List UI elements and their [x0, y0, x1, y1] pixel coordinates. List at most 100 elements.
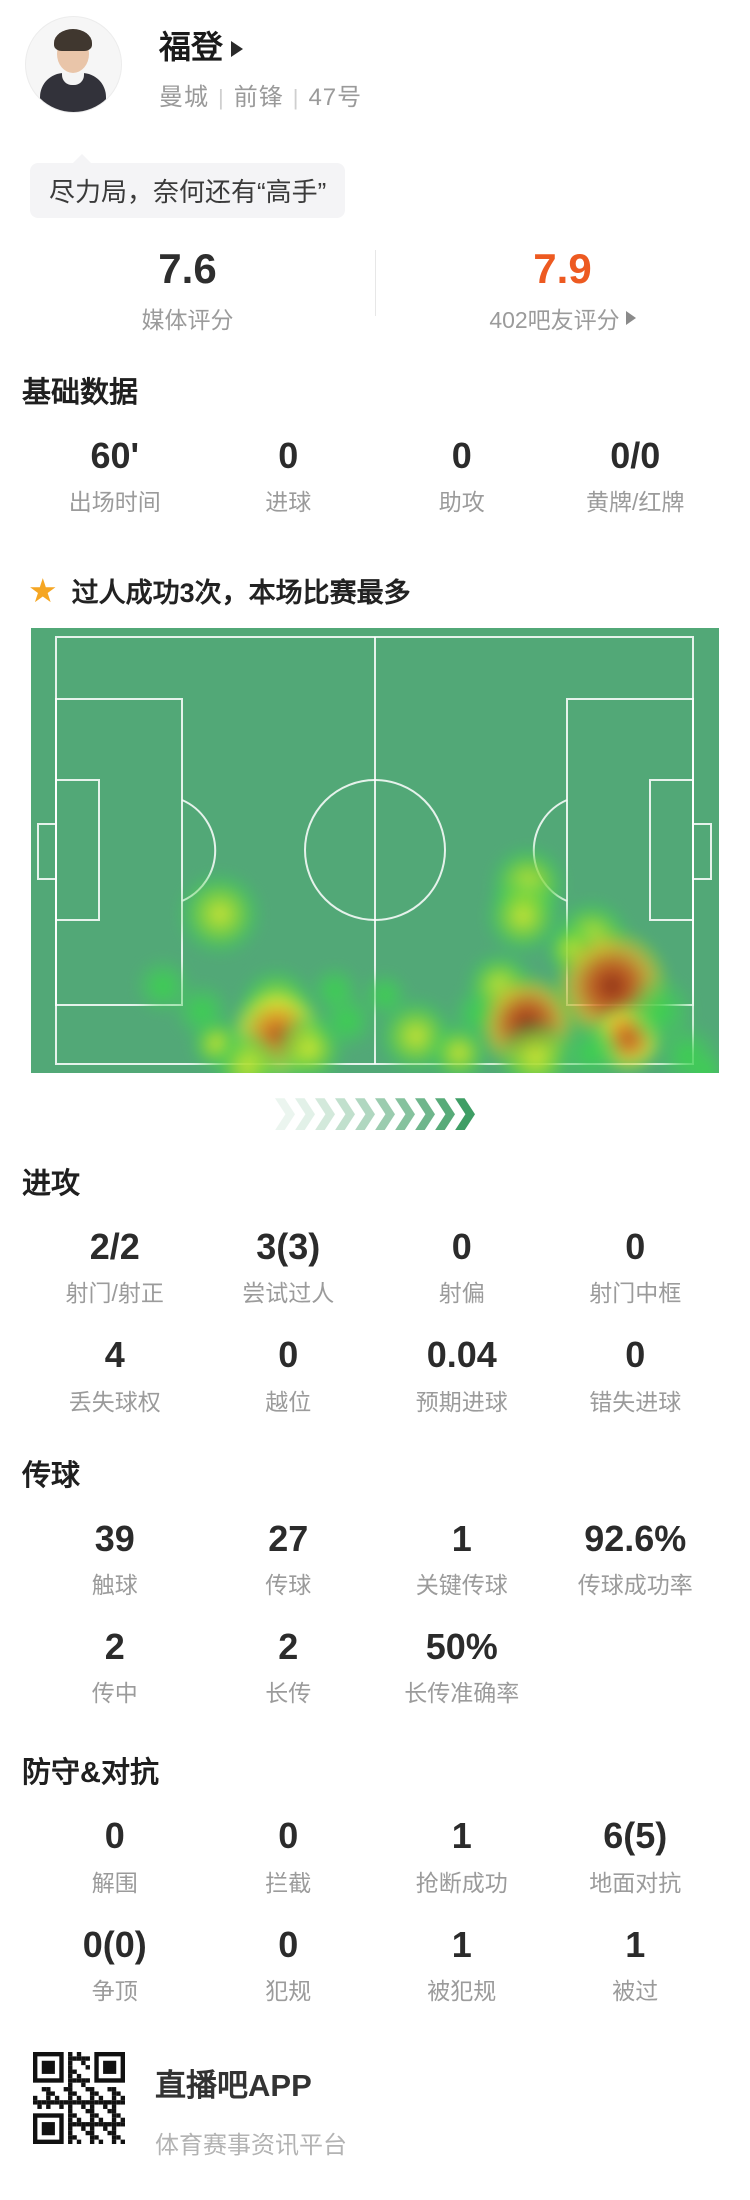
- stat-cell: 1 被犯规: [375, 1924, 549, 2006]
- stat-cell: 92.6% 传球成功率: [549, 1518, 723, 1600]
- stat-cell: [549, 1626, 723, 1708]
- stat-label: 射门/射正: [65, 1280, 164, 1307]
- avatar-hair: [54, 29, 92, 51]
- stat-cell: 50% 长传准确率: [375, 1626, 549, 1708]
- app-name: 直播吧APP: [155, 2067, 312, 2103]
- stat-label: 被犯规: [427, 1977, 497, 2004]
- stat-label: 长传: [265, 1680, 312, 1707]
- stat-value: 1: [451, 1815, 472, 1857]
- stat-cell: 6(5) 地面对抗: [549, 1815, 723, 1897]
- stat-label: 黄牌/红牌: [586, 489, 685, 516]
- stat-cell: 0 射门中框: [549, 1226, 723, 1308]
- stat-cell: 2/2 射门/射正: [28, 1226, 202, 1308]
- chevron-right-icon: [395, 1098, 415, 1131]
- fans-rating-link[interactable]: 7.9 402吧友评分: [375, 245, 750, 346]
- heatmap-layer: [31, 628, 719, 1074]
- stat-value: 0(0): [82, 1923, 147, 1965]
- stat-value: 50%: [425, 1625, 498, 1667]
- section-rows: 2/2 射门/射正 3(3) 尝试过人 0 射偏 0 射门中框 4 丢失球权 0 越位 0.04 预期进球…: [0, 1226, 750, 1417]
- stat-cell: 0/0 黄牌/红牌: [549, 435, 723, 517]
- expand-arrow-icon: [231, 41, 244, 58]
- stat-label: 传球成功率: [577, 1571, 693, 1598]
- fans-rating-label: 402吧友评分: [489, 301, 636, 335]
- stat-cell: 60' 出场时间: [28, 435, 202, 517]
- section-title: 进攻: [22, 1168, 81, 1201]
- stat-value: 0: [278, 434, 299, 476]
- ratings-row: 7.6 媒体评分 7.9 402吧友评分: [0, 245, 750, 346]
- player-position: 前锋: [233, 84, 284, 112]
- stat-label: 尝试过人: [242, 1280, 335, 1307]
- stat-value: 4: [104, 1334, 125, 1376]
- stat-row: 2/2 射门/射正 3(3) 尝试过人 0 射偏 0 射门中框: [0, 1226, 750, 1308]
- stat-label: 关键传球: [415, 1571, 508, 1598]
- stat-value: 1: [451, 1923, 472, 1965]
- qr-code: [33, 2051, 125, 2144]
- player-team: 曼城: [159, 84, 209, 112]
- stat-label: 长传准确率: [404, 1680, 520, 1707]
- stat-value: 60': [90, 434, 140, 476]
- stat-row: 2 传中 2 长传 50% 长传准确率: [0, 1626, 750, 1708]
- footer-text: 直播吧APP 体育赛事资讯平台: [155, 2052, 347, 2160]
- player-name: 福登: [159, 29, 224, 65]
- stat-value: 2/2: [89, 1225, 140, 1267]
- stat-value: 2: [278, 1625, 299, 1667]
- fans-rating-label-text: 402吧友评分: [489, 307, 620, 334]
- app-footer: 直播吧APP 体育赛事资讯平台: [33, 2051, 750, 2200]
- stat-label: 触球: [91, 1571, 138, 1598]
- section-passing-stats: 传球 39 触球 27 传球 1 关键传球 92.6% 传球成功率 2 传中 2 长传 50% 长传准确率: [0, 1459, 750, 1709]
- vertical-divider: [375, 250, 376, 316]
- player-name-link[interactable]: 福登: [159, 29, 362, 65]
- stat-value: 1: [625, 1923, 646, 1965]
- heat-blob: [176, 870, 264, 959]
- stat-label: 解围: [91, 1869, 138, 1896]
- stat-cell: 1 抢断成功: [375, 1815, 549, 1897]
- stat-label: 传中: [91, 1680, 138, 1707]
- player-shirt-number: 47号: [308, 84, 363, 112]
- meta-separator: |: [292, 85, 300, 111]
- stat-value: 39: [94, 1517, 135, 1559]
- chevron-right-icon: [335, 1098, 355, 1131]
- stat-label: 被过: [612, 1977, 659, 2004]
- section-defense-stats: 防守&对抗 0 解围 0 拦截 1 抢断成功 6(5) 地面对抗 0(0) 争顶 0 犯规 1 被犯规 1 被…: [0, 1756, 750, 2006]
- stat-cell: 0 拦截: [202, 1815, 376, 1897]
- stat-label: 预期进球: [415, 1388, 508, 1415]
- section-attack-stats: 进攻 2/2 射门/射正 3(3) 尝试过人 0 射偏 0 射门中框 4 丢失球权 0 越位 0.04 预…: [0, 1167, 750, 1417]
- stat-value: 0: [625, 1225, 646, 1267]
- chevron-right-icon: [295, 1098, 315, 1131]
- player-name-block: 福登 曼城 | 前锋 | 47号: [159, 16, 362, 112]
- stat-label: 进球: [265, 489, 312, 516]
- stat-cell: 1 被过: [549, 1924, 723, 2006]
- stat-row: 60' 出场时间 0 进球 0 助攻 0/0 黄牌/红牌: [0, 435, 750, 517]
- fans-rating-value: 7.9: [533, 245, 592, 292]
- stat-label: 射门中框: [589, 1280, 682, 1307]
- stat-cell: 0 解围: [28, 1815, 202, 1897]
- chevron-right-icon: [275, 1098, 295, 1131]
- heat-blob: [315, 989, 379, 1054]
- stat-value: 0: [278, 1815, 299, 1857]
- stat-value: 27: [268, 1517, 309, 1559]
- star-icon: ★: [28, 572, 58, 610]
- chevron-right-icon: [375, 1098, 395, 1131]
- chevron-right-icon: [355, 1098, 375, 1131]
- stat-cell: 2 长传: [202, 1626, 376, 1708]
- section-rows: 39 触球 27 传球 1 关键传球 92.6% 传球成功率 2 传中 2 长传 50% 长传准确率: [0, 1518, 750, 1709]
- stat-cell: 0 犯规: [202, 1924, 376, 2006]
- section-rows: 0 解围 0 拦截 1 抢断成功 6(5) 地面对抗 0(0) 争顶 0 犯规 1 被犯规 1 被过: [0, 1815, 750, 2006]
- stat-value: 0: [278, 1923, 299, 1965]
- stat-value: 2: [104, 1625, 125, 1667]
- stat-label: 丢失球权: [68, 1388, 161, 1415]
- chevron-right-icon: [415, 1098, 435, 1131]
- stat-label: 出场时间: [68, 489, 161, 516]
- stat-label: 越位: [265, 1388, 312, 1415]
- stat-value: 0: [278, 1334, 299, 1376]
- media-rating-label: 媒体评分: [141, 307, 234, 334]
- stat-label: 地面对抗: [589, 1869, 682, 1896]
- stat-cell: 1 关键传球: [375, 1518, 549, 1600]
- stat-label: 传球: [265, 1571, 312, 1598]
- stat-value: 0: [451, 434, 472, 476]
- stat-cell: 0 越位: [202, 1334, 376, 1416]
- section-basic-stats: 基础数据 60' 出场时间 0 进球 0 助攻 0/0 黄牌/红牌: [0, 376, 750, 517]
- stat-cell: 0 助攻: [375, 435, 549, 517]
- heatmap-pitch: [31, 628, 719, 1074]
